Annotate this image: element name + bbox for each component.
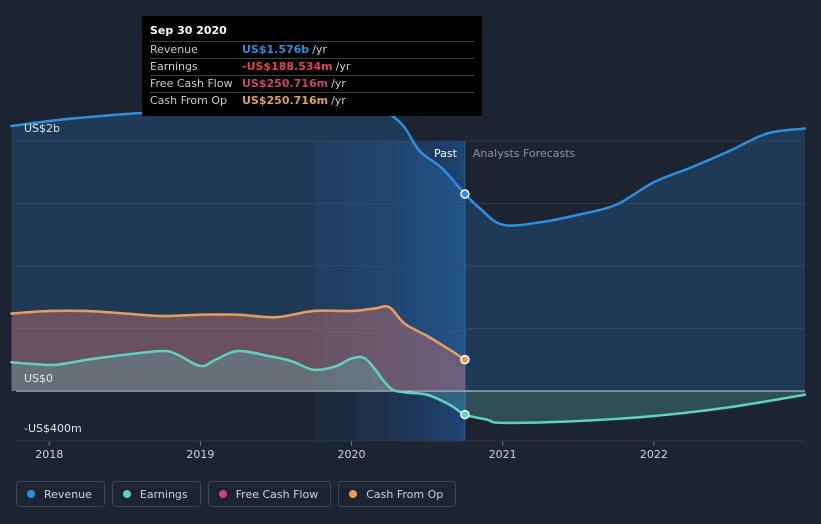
tooltip-value: US$1.576b bbox=[242, 43, 310, 56]
legend: Revenue Earnings Free Cash Flow Cash Fro… bbox=[16, 481, 457, 507]
tooltip-label: Free Cash Flow bbox=[150, 77, 233, 90]
legend-label: Free Cash Flow bbox=[235, 487, 319, 501]
x-tick-label: 2020 bbox=[338, 448, 366, 461]
free-cash-flow-area bbox=[11, 306, 465, 391]
legend-item-free-cash-flow[interactable]: Free Cash Flow bbox=[207, 481, 332, 507]
x-tick-label: 2021 bbox=[489, 448, 517, 461]
tooltip-label: Earnings bbox=[150, 60, 198, 73]
tooltip-date: Sep 30 2020 bbox=[150, 24, 227, 37]
tooltip-label: Revenue bbox=[150, 43, 198, 56]
tooltip-value: US$250.716m bbox=[242, 94, 329, 107]
legend-dot-icon bbox=[349, 490, 358, 498]
cash-from-op-marker bbox=[460, 354, 470, 365]
x-tick-label: 2019 bbox=[186, 448, 214, 461]
y-axis-label: -US$400m bbox=[24, 422, 82, 435]
y-axis-label: US$0 bbox=[24, 372, 53, 385]
tooltip: Sep 30 2020 Revenue US$1.576b /yr Earnin… bbox=[142, 16, 482, 116]
legend-label: Revenue bbox=[44, 487, 92, 501]
legend-item-revenue[interactable]: Revenue bbox=[16, 481, 105, 507]
tooltip-value: US$250.716m bbox=[242, 77, 329, 90]
revenue-marker bbox=[460, 189, 470, 199]
tooltip-value: -US$188.534m bbox=[242, 60, 333, 73]
cash-from-op-area bbox=[11, 306, 465, 391]
earnings-area bbox=[11, 350, 806, 423]
cash-from-op-line bbox=[10, 305, 467, 361]
tooltip-unit: /yr bbox=[331, 77, 346, 90]
legend-label: Cash From Op bbox=[366, 487, 444, 501]
tooltip-row-free-cash-flow: Free Cash Flow US$250.716m /yr bbox=[150, 75, 474, 92]
tooltip-label: Cash From Op bbox=[150, 94, 228, 107]
tooltip-row-earnings: Earnings -US$188.534m /yr bbox=[150, 58, 474, 75]
legend-item-cash-from-op[interactable]: Cash From Op bbox=[338, 481, 457, 507]
earnings-marker bbox=[460, 409, 470, 420]
legend-dot-icon bbox=[27, 490, 35, 498]
forecast-label: Analysts Forecasts bbox=[473, 147, 576, 160]
x-tick-label: 2022 bbox=[640, 448, 668, 461]
tooltip-row-cash-from-op: Cash From Op US$250.716m /yr bbox=[150, 92, 474, 109]
legend-label: Earnings bbox=[139, 487, 188, 501]
past-label: Past bbox=[434, 147, 458, 160]
legend-dot-icon bbox=[218, 490, 227, 498]
legend-dot-icon bbox=[122, 490, 131, 498]
x-tick-label: 2018 bbox=[35, 448, 63, 461]
legend-item-earnings[interactable]: Earnings bbox=[111, 481, 201, 507]
y-axis-label: US$2b bbox=[24, 122, 60, 135]
tooltip-unit: /yr bbox=[312, 43, 327, 56]
earnings-line bbox=[10, 349, 807, 425]
revenue-area bbox=[11, 109, 806, 392]
tooltip-unit: /yr bbox=[331, 94, 346, 107]
tooltip-row-revenue: Revenue US$1.576b /yr bbox=[150, 41, 474, 58]
tooltip-unit: /yr bbox=[335, 60, 351, 73]
